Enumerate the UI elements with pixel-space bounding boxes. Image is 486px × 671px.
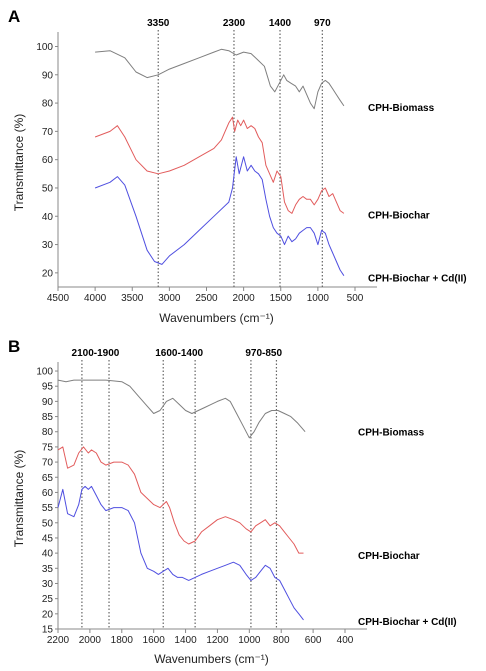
annotation-label: 1400	[269, 18, 292, 29]
annotation-label: 1600-1400	[155, 348, 203, 359]
y-tick-label: 15	[42, 625, 54, 636]
y-tick-label: 90	[42, 397, 54, 408]
x-tick-label: 1000	[238, 635, 261, 646]
y-tick-label: 80	[42, 99, 54, 110]
x-axis-title: Wavenumbers (cm⁻¹)	[154, 652, 269, 666]
annotation-label: 970	[314, 18, 331, 29]
series-label-2: CPH-Biochar + Cd(II)	[358, 617, 457, 628]
x-tick-label: 1500	[270, 293, 293, 304]
x-tick-label: 800	[273, 635, 290, 646]
y-tick-label: 70	[42, 127, 54, 138]
x-tick-label: 1400	[174, 635, 197, 646]
y-tick-label: 40	[42, 549, 54, 560]
y-tick-label: 60	[42, 155, 54, 166]
panel-a-letter: A	[8, 7, 20, 26]
x-tick-label: 4000	[84, 293, 107, 304]
y-tick-label: 25	[42, 594, 54, 605]
annotation-label: 2300	[223, 18, 246, 29]
x-tick-label: 3500	[121, 293, 144, 304]
x-tick-label: 600	[305, 635, 322, 646]
y-tick-label: 20	[42, 609, 54, 620]
series-label-2: CPH-Biochar + Cd(II)	[368, 274, 467, 285]
panel-b-chart: 15 20 25 30 35 40 45 50 55 60 65 70 75 80 85 90 95 100 220…	[12, 348, 457, 666]
x-tick-label: 4500	[47, 293, 70, 304]
x-tick-label: 2000	[79, 635, 102, 646]
y-tick-label: 75	[42, 442, 54, 453]
y-tick-label: 60	[42, 488, 54, 499]
series-line-1	[57, 446, 304, 554]
y-axis-title: Transmittance (%)	[12, 114, 26, 212]
y-tick-label: 35	[42, 564, 54, 575]
y-tick-label: 50	[42, 518, 54, 529]
y-tick-label: 80	[42, 427, 54, 438]
y-tick-label: 100	[36, 367, 53, 378]
y-tick-label: 95	[42, 382, 54, 393]
series-line-1	[94, 116, 345, 214]
y-tick-label: 30	[42, 579, 54, 590]
x-tick-label: 1600	[143, 635, 166, 646]
series-label-0: CPH-Biomass	[358, 428, 425, 439]
y-tick-label: 85	[42, 412, 54, 423]
series-line-0	[95, 48, 345, 110]
series-line-0	[57, 379, 306, 439]
annotation-label: 2100-1900	[72, 348, 120, 359]
x-axis-title: Wavenumbers (cm⁻¹)	[159, 311, 274, 325]
x-tick-label: 1800	[111, 635, 134, 646]
x-tick-label: 1200	[206, 635, 229, 646]
y-tick-label: 90	[42, 70, 54, 81]
series-label-1: CPH-Biochar	[368, 210, 430, 221]
y-axis-title: Transmittance (%)	[12, 450, 26, 548]
y-tick-label: 100	[36, 42, 53, 53]
y-tick-label: 40	[42, 212, 54, 223]
x-tick-label: 500	[347, 293, 364, 304]
x-tick-label: 2500	[195, 293, 218, 304]
y-tick-label: 70	[42, 458, 54, 469]
y-tick-label: 45	[42, 533, 54, 544]
y-tick-label: 50	[42, 183, 54, 194]
panel-a-chart: 20 30 40 50 60 70 80 90 100 4500 4000 3500 3000 2500 2…	[12, 18, 467, 325]
x-tick-label: 1000	[307, 293, 330, 304]
x-tick-label: 400	[337, 635, 354, 646]
series-label-0: CPH-Biomass	[368, 103, 435, 114]
y-tick-label: 20	[42, 268, 54, 279]
x-tick-label: 3000	[158, 293, 181, 304]
x-tick-label: 2000	[233, 293, 256, 304]
y-tick-label: 30	[42, 240, 54, 251]
annotation-label: 970-850	[245, 348, 282, 359]
series-label-1: CPH-Biochar	[358, 551, 420, 562]
x-tick-label: 2200	[47, 635, 70, 646]
y-tick-label: 55	[42, 503, 54, 514]
series-line-2	[94, 156, 345, 276]
y-tick-label: 65	[42, 473, 54, 484]
panel-b-letter: B	[8, 337, 20, 356]
annotation-label: 3350	[147, 18, 170, 29]
series-line-2	[57, 485, 304, 621]
